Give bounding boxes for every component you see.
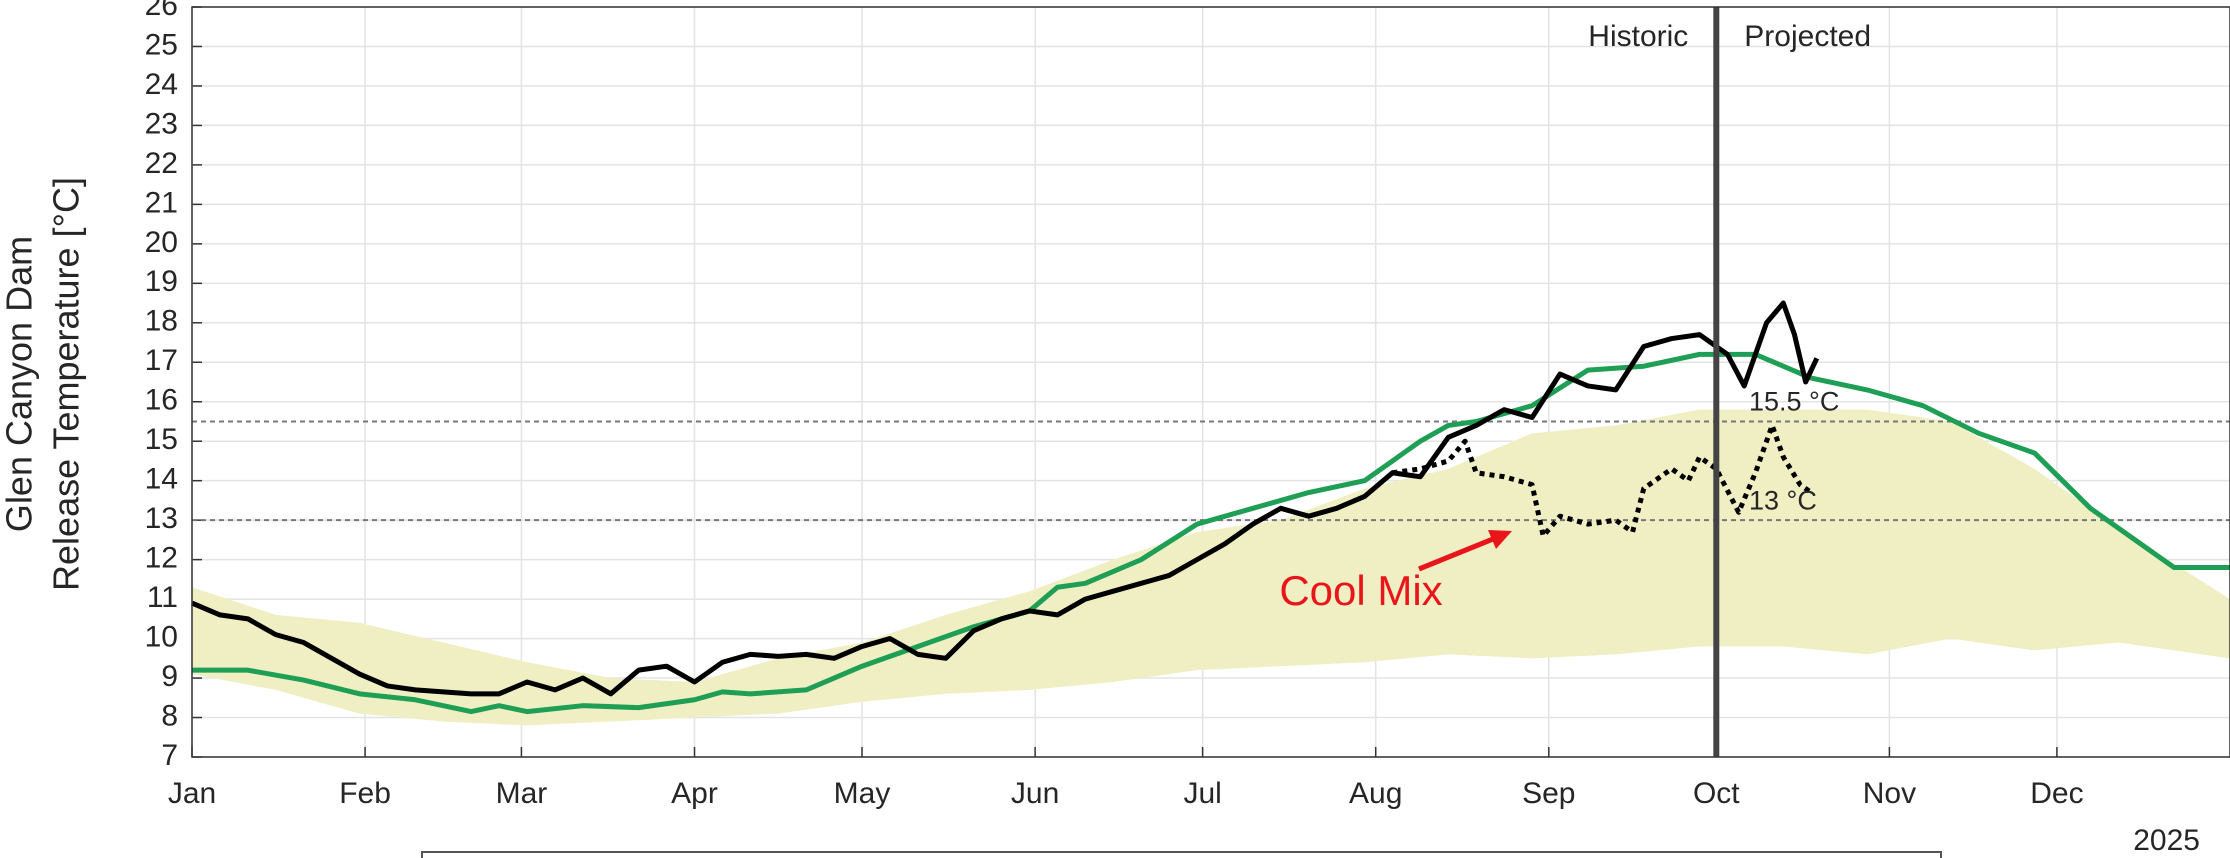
x-tick-label: Mar xyxy=(496,777,548,810)
x-tick-label: Aug xyxy=(1349,777,1402,810)
annotation-arrowhead xyxy=(1488,530,1512,549)
divider-label: Historic xyxy=(1588,20,1688,53)
year-label: 2025 xyxy=(2133,824,2200,857)
reference-label: 13 °C xyxy=(1749,485,1817,515)
data-line xyxy=(192,351,2230,715)
data-line xyxy=(1392,422,1813,539)
x-tick-label: Apr xyxy=(671,777,718,810)
x-tick-label: May xyxy=(834,777,891,810)
x-tick-label: Jun xyxy=(1011,777,1059,810)
x-tick-label: Feb xyxy=(339,777,391,810)
y-tick-label: 9 xyxy=(161,660,178,693)
y-tick-label: 17 xyxy=(145,344,178,377)
data-line xyxy=(191,300,1820,697)
y-tick-label: 16 xyxy=(145,384,178,417)
y-tick-label: 21 xyxy=(145,186,178,219)
x-tick-label: Jan xyxy=(168,777,216,810)
y-tick-label: 26 xyxy=(145,0,178,22)
annotation-arrow xyxy=(1418,536,1494,572)
y-axis-label: Release Temperature [°C] xyxy=(46,177,87,591)
x-tick-label: Oct xyxy=(1693,777,1740,810)
annotation-text: Cool Mix xyxy=(1279,567,1442,614)
y-tick-label: 19 xyxy=(145,265,178,298)
y-tick-label: 8 xyxy=(161,699,178,732)
y-tick-label: 20 xyxy=(145,226,178,259)
y-tick-label: 7 xyxy=(161,739,178,772)
x-tick-label: Dec xyxy=(2030,777,2083,810)
reference-label: 15.5 °C xyxy=(1749,387,1839,417)
y-tick-label: 25 xyxy=(145,28,178,61)
x-tick-label: Sep xyxy=(1522,777,1575,810)
y-tick-label: 22 xyxy=(145,147,178,180)
divider-label: Projected xyxy=(1744,20,1871,53)
range-band xyxy=(192,409,2230,726)
y-tick-label: 23 xyxy=(145,107,178,140)
x-tick-label: Jul xyxy=(1183,777,1221,810)
y-tick-label: 14 xyxy=(145,463,178,496)
y-tick-label: 11 xyxy=(147,581,178,614)
y-tick-label: 15 xyxy=(145,423,178,456)
y-axis-label: Glen Canyon Dam xyxy=(0,236,40,532)
y-tick-label: 12 xyxy=(145,542,178,575)
x-tick-label: Nov xyxy=(1863,777,1916,810)
plot-frame xyxy=(191,6,2230,758)
y-tick-label: 10 xyxy=(145,621,178,654)
y-tick-label: 18 xyxy=(145,305,178,338)
y-tick-label: 24 xyxy=(145,68,178,101)
legend-box xyxy=(421,851,1942,858)
y-tick-label: 13 xyxy=(145,502,178,535)
